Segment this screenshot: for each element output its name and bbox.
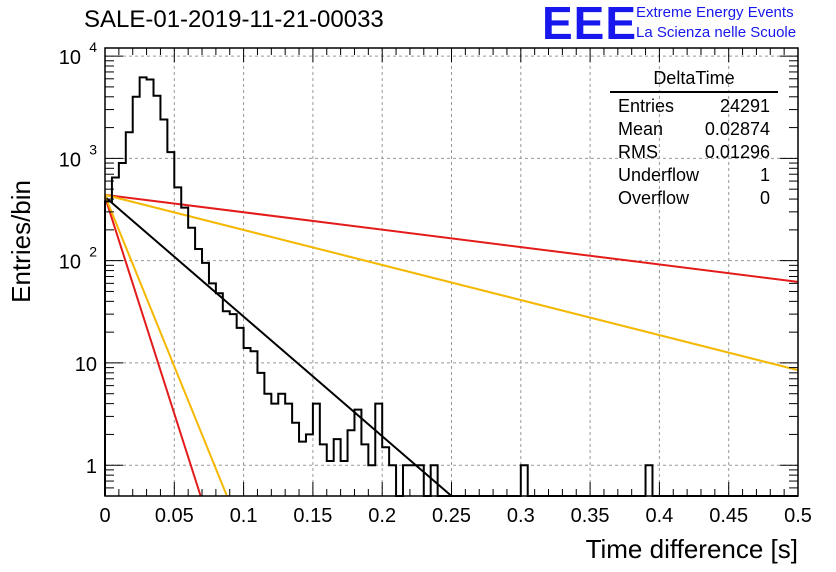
stats-row-mean: Mean 0.02874	[610, 118, 778, 141]
logo-subtitle-line1: Extreme Energy Events	[636, 4, 794, 21]
fit-line	[104, 193, 799, 283]
tick-labels: 0 0.05 0.1 0.15 0.2 0.25 0.3 0.35 0.4 0.45 0.51101…	[59, 39, 812, 527]
logo-subtitle-line2: La Scienza nelle Scuole	[636, 24, 797, 41]
fit-line	[104, 193, 799, 372]
chart-title: SALE-01-2019-11-21-00033	[84, 6, 384, 33]
stats-label: Entries	[618, 96, 675, 116]
y-tick-label: 10	[59, 252, 81, 274]
stats-value: 0.02874	[704, 119, 770, 139]
x-tick-label: 0	[99, 505, 110, 527]
fit-line	[104, 196, 453, 497]
stats-title: DeltaTime	[610, 68, 778, 93]
stats-value: 0	[759, 188, 770, 208]
x-tick-label: 0.3	[507, 505, 535, 527]
stats-label: RMS	[618, 142, 658, 162]
x-tick-label: 0.45	[709, 505, 748, 527]
stats-value: 24291	[719, 96, 770, 116]
eee-logo: EEE	[542, 0, 638, 49]
x-tick-label: 0.15	[293, 505, 332, 527]
x-tick-label: 0.2	[368, 505, 396, 527]
stats-row-rms: RMS 0.01296	[610, 141, 778, 164]
axis-ticks	[104, 48, 799, 497]
y-tick-label: 10	[59, 149, 81, 171]
stats-label: Underflow	[618, 165, 700, 185]
x-tick-label: 0.1	[230, 505, 258, 527]
fit-lines	[104, 193, 799, 497]
x-tick-label: 0.4	[645, 505, 673, 527]
y-tick-label: 10	[59, 47, 81, 69]
stats-row-underflow: Underflow 1	[610, 164, 778, 187]
stats-row-entries: Entries 24291	[610, 95, 778, 118]
fit-line	[104, 196, 202, 497]
y-tick-label: 10	[75, 354, 97, 376]
x-tick-label: 0.25	[432, 505, 471, 527]
grid-lines	[105, 48, 798, 496]
stats-row-overflow: Overflow 0	[610, 187, 778, 210]
y-tick-exponent: 3	[89, 141, 97, 157]
x-tick-label: 0.35	[571, 505, 610, 527]
stats-value: 0.01296	[704, 142, 770, 162]
stats-box: DeltaTime Entries 24291 Mean 0.02874 RMS…	[610, 68, 778, 210]
stats-label: Mean	[618, 119, 664, 139]
y-tick-label: 1	[86, 456, 97, 478]
stats-value: 1	[759, 165, 770, 185]
y-tick-exponent: 4	[89, 39, 97, 55]
stats-label: Overflow	[618, 188, 690, 208]
y-axis-label: Entries/bin	[6, 180, 36, 303]
x-axis-label: Time difference [s]	[586, 534, 798, 564]
x-tick-label: 0.05	[155, 505, 194, 527]
x-tick-label: 0.5	[784, 505, 812, 527]
fit-line	[104, 195, 228, 497]
y-tick-exponent: 2	[89, 244, 97, 260]
